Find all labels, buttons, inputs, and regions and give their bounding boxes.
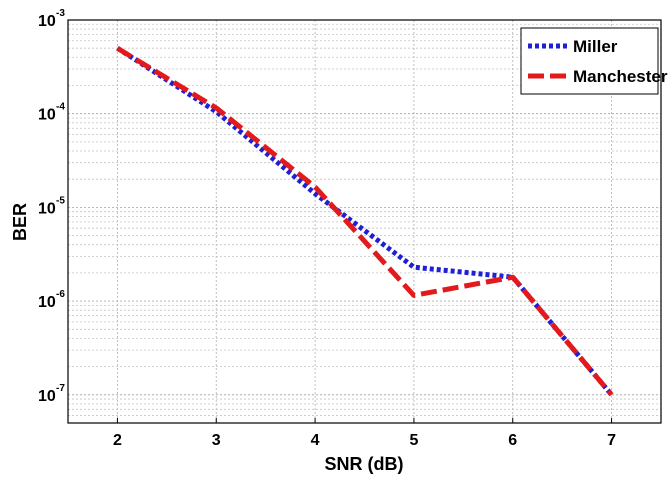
x-tick-label: 2 [113, 432, 122, 449]
x-tick-label: 3 [212, 432, 221, 449]
y-axis-title: BER [10, 203, 30, 241]
x-tick-label: 6 [508, 432, 517, 449]
x-tick-label: 7 [607, 432, 616, 449]
legend-box [520, 27, 659, 95]
plot-frame [67, 19, 662, 424]
x-ticks: 2 3 4 5 6 7 [113, 418, 616, 449]
legend: Miller Manchester [520, 27, 668, 95]
series-line-manchester [116, 46, 614, 397]
y-tick-base: 10 [38, 13, 56, 30]
y-tick-exponent: -3 [56, 8, 65, 19]
x-axis-title: SNR (dB) [325, 454, 404, 474]
series-lines [116, 46, 614, 397]
y-ticks: 10-310-410-510-610-7 [38, 8, 65, 405]
y-tick-label: 10 -4 [38, 102, 65, 124]
legend-label-miller: Miller [573, 37, 618, 56]
x-tick-label: 4 [311, 432, 320, 449]
legend-label-manchester: Manchester [573, 67, 668, 86]
x-tick-label: 5 [409, 432, 418, 449]
y-tick-base: 10 [38, 388, 56, 405]
y-tick-exponent: -7 [56, 383, 65, 394]
y-tick-base: 10 [38, 294, 56, 311]
y-tick-exponent: -6 [56, 289, 65, 300]
y-tick-base: 10 [38, 200, 56, 217]
y-tick-exponent: -5 [56, 195, 65, 206]
y-tick-label: 10 -7 [38, 383, 65, 405]
y-tick-exponent: -4 [56, 102, 65, 113]
y-tick-base: 10 [38, 107, 56, 124]
y-tick-label: 10 -3 [38, 8, 65, 30]
y-tick-label: 10 -5 [38, 195, 65, 217]
y-tick-label: 10 -6 [38, 289, 65, 311]
